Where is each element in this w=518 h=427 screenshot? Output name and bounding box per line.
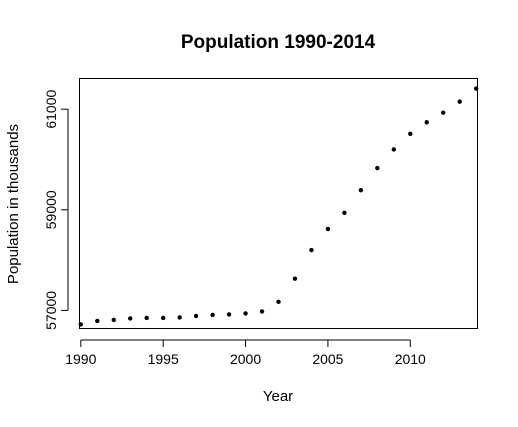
y-tick-label: 61000 xyxy=(43,90,59,129)
x-tick-label: 2005 xyxy=(312,351,343,367)
data-point xyxy=(111,317,116,323)
plot-frame xyxy=(79,78,478,329)
y-tick-label: 57000 xyxy=(43,291,59,330)
data-point xyxy=(193,313,199,319)
x-axis-ticks: 1990 1995 2000 2005 2010 xyxy=(65,340,426,367)
data-point xyxy=(78,322,84,327)
data-point xyxy=(95,318,100,324)
data-point xyxy=(391,147,397,152)
data-point xyxy=(144,315,149,321)
x-tick-label: 1995 xyxy=(148,351,179,367)
data-point xyxy=(457,99,462,104)
data-point xyxy=(226,312,232,317)
data-point xyxy=(128,316,133,321)
x-axis-label: Year xyxy=(263,388,293,405)
data-point xyxy=(292,276,298,281)
data-points xyxy=(78,86,479,327)
data-point xyxy=(424,120,429,125)
data-point xyxy=(342,210,347,216)
chart-title: Population 1990-2014 xyxy=(181,32,376,53)
data-point xyxy=(160,315,166,321)
data-point xyxy=(325,226,331,232)
x-tick-label: 2010 xyxy=(395,351,426,367)
data-point xyxy=(309,247,314,253)
data-point xyxy=(473,86,479,91)
data-point xyxy=(243,311,248,316)
data-point xyxy=(441,110,446,115)
data-point xyxy=(375,165,380,171)
data-point xyxy=(408,131,413,137)
data-point xyxy=(210,312,215,318)
data-point xyxy=(276,299,281,305)
x-tick-label: 1990 xyxy=(65,351,96,367)
data-point xyxy=(358,187,364,193)
y-tick-label: 59000 xyxy=(43,190,59,229)
y-axis-label: Population in thousands xyxy=(5,124,22,284)
data-point xyxy=(259,309,265,314)
x-tick-label: 2000 xyxy=(230,351,261,367)
y-axis-ticks: 57000 59000 61000 xyxy=(43,90,68,330)
data-point xyxy=(177,315,182,320)
